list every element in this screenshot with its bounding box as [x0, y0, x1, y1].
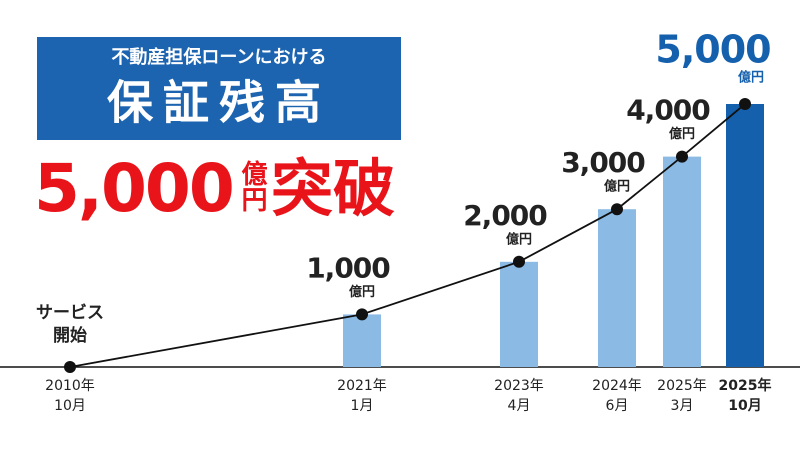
value-label: 5,000: [655, 28, 770, 72]
bar: [598, 209, 636, 367]
annotation: 開始: [53, 325, 87, 346]
value-unit: 億円: [738, 70, 764, 86]
annotation: サービス: [36, 303, 104, 323]
title-line: 保証残高: [107, 76, 331, 130]
x-tick-label: 2010年: [45, 378, 95, 394]
bar: [343, 314, 381, 367]
x-tick-label: 10月: [54, 398, 86, 414]
x-tick-label: 6月: [606, 398, 629, 414]
x-tick-label: 1月: [351, 398, 374, 414]
x-tick-label: 10月: [728, 398, 761, 414]
point: [739, 98, 751, 110]
value-unit: 億円: [349, 284, 375, 300]
x-tick-label: 4月: [508, 398, 531, 414]
x-tick-label: 2025年: [657, 378, 707, 394]
headline-unit: 億円: [237, 160, 267, 212]
x-tick-label: 2025年: [719, 377, 772, 394]
x-tick-label: 3月: [671, 398, 694, 414]
point: [513, 255, 525, 268]
line: [69, 103, 746, 368]
value-label: 3,000: [561, 146, 645, 179]
title-box: [37, 37, 401, 140]
point: [356, 308, 368, 321]
bar: [663, 156, 701, 367]
headline-suffix: 突破: [271, 152, 395, 225]
bar: [500, 261, 538, 367]
value-unit: 億円: [604, 179, 630, 195]
headline-number: 5,000: [34, 150, 233, 227]
x-tick-label: 2021年: [337, 378, 387, 394]
x-tick-label: 2023年: [494, 378, 544, 394]
value-label: 4,000: [626, 94, 710, 127]
point: [64, 361, 76, 373]
value-label: 1,000: [306, 251, 390, 284]
point: [676, 150, 688, 163]
value-unit: 億円: [669, 126, 695, 142]
x-tick-label: 2024年: [592, 378, 642, 394]
value-label: 2,000: [463, 199, 547, 232]
value-unit: 億円: [506, 231, 532, 247]
point: [611, 203, 623, 216]
bar: [726, 104, 764, 367]
title-line: 不動産担保ローンにおける: [111, 46, 326, 68]
